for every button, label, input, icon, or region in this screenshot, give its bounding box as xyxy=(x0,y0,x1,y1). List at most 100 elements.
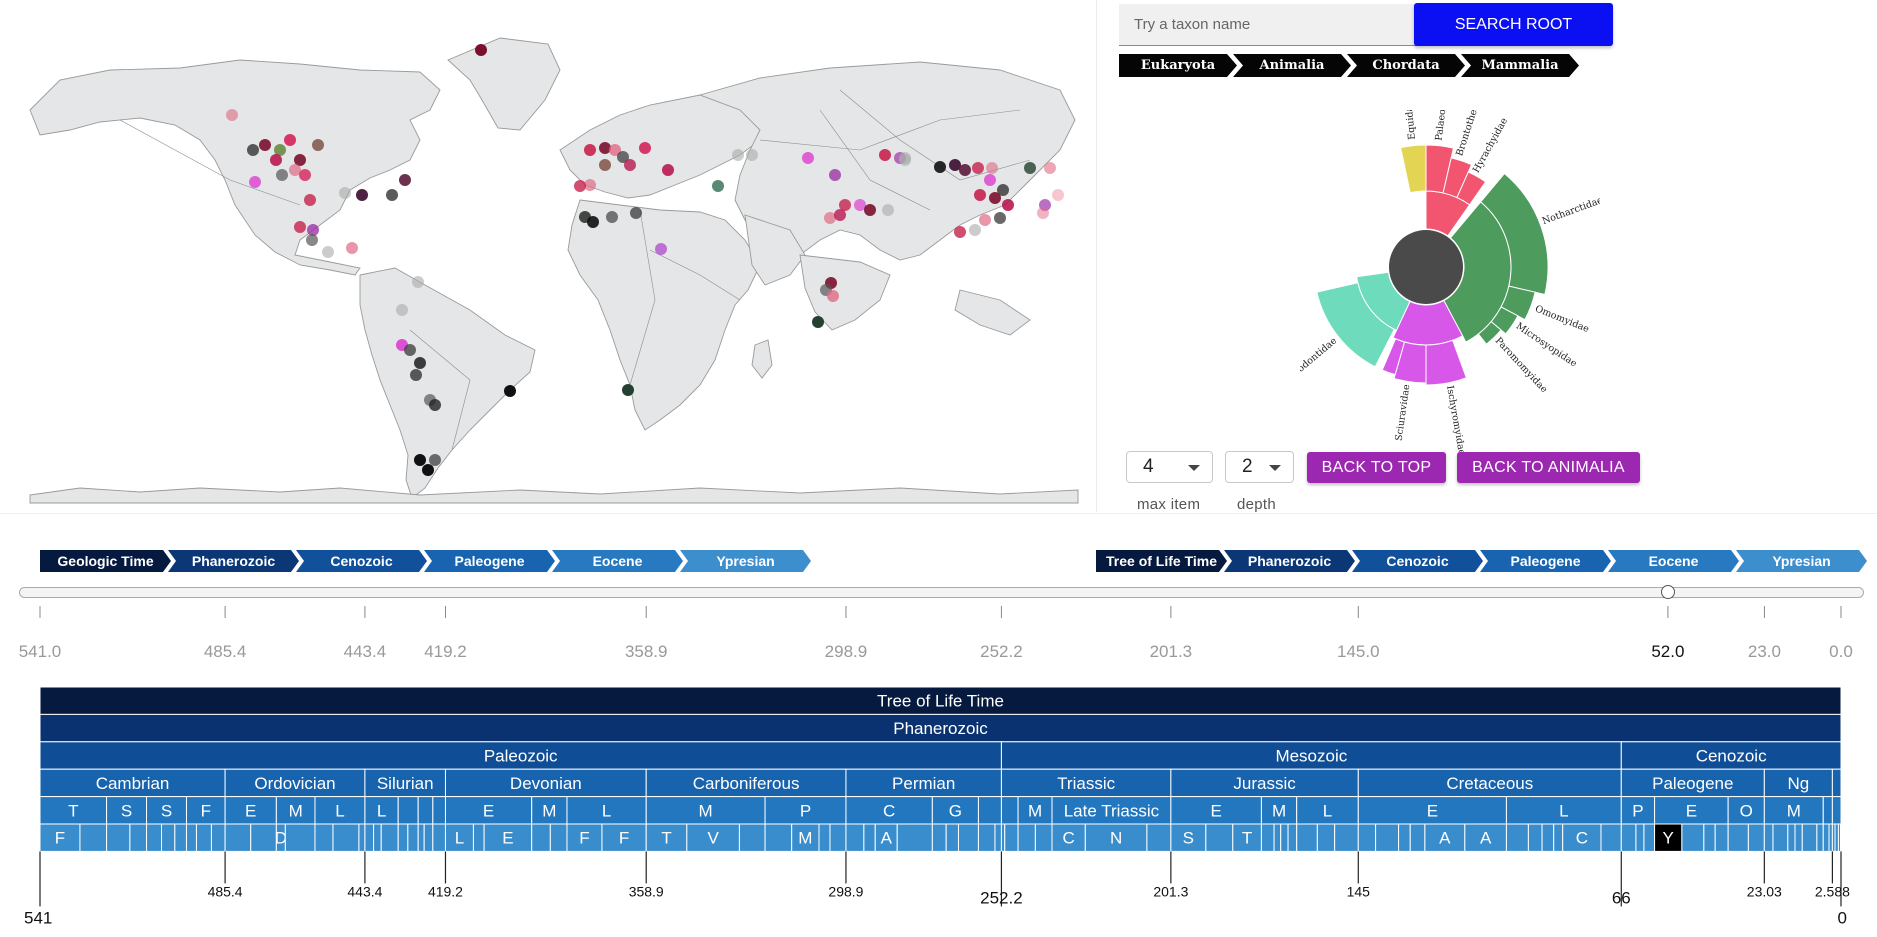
timescale-cell[interactable] xyxy=(1620,823,1637,852)
occurrence-point[interactable] xyxy=(294,154,306,166)
timescale-cell[interactable] xyxy=(1834,823,1839,852)
timescale-cell[interactable] xyxy=(1505,823,1529,852)
timescale-cell[interactable] xyxy=(1000,768,1172,798)
timescale-cell[interactable] xyxy=(1772,823,1789,852)
occurrence-point[interactable] xyxy=(834,209,846,221)
occurrence-point[interactable] xyxy=(422,464,434,476)
occurrence-point[interactable] xyxy=(356,189,368,201)
timescale-cell[interactable] xyxy=(1296,796,1359,825)
timescale-cell[interactable] xyxy=(1017,823,1036,852)
occurrence-point[interactable] xyxy=(606,211,618,223)
sunburst-arc[interactable] xyxy=(1316,282,1395,368)
occurrence-point[interactable] xyxy=(284,134,296,146)
depth-select[interactable]: 2 xyxy=(1225,451,1294,483)
occurrence-point[interactable] xyxy=(1044,162,1056,174)
timescale-cell[interactable] xyxy=(1051,823,1086,852)
time-crumb[interactable]: Cenozoic xyxy=(296,550,427,572)
timescale-cell[interactable] xyxy=(224,823,252,852)
timescale-cell[interactable] xyxy=(1170,823,1207,852)
timescale-cell[interactable] xyxy=(417,823,425,852)
timescale-cell[interactable] xyxy=(931,823,947,852)
occurrence-point[interactable] xyxy=(959,164,971,176)
timescale-cell[interactable] xyxy=(79,823,108,852)
timescale-cell[interactable] xyxy=(1553,823,1564,852)
timescale-cell[interactable] xyxy=(275,796,316,825)
timescale-cell[interactable] xyxy=(314,823,334,852)
occurrence-point[interactable] xyxy=(989,192,1001,204)
timescale-cell[interactable] xyxy=(407,823,419,852)
occurrence-point[interactable] xyxy=(226,109,238,121)
occurrence-point[interactable] xyxy=(587,216,599,228)
timescale-cell[interactable] xyxy=(39,713,1842,743)
occurrence-point[interactable] xyxy=(609,144,621,156)
timescale-cell[interactable] xyxy=(1747,823,1765,852)
occurrence-point[interactable] xyxy=(276,169,288,181)
time-crumb[interactable]: Eocene xyxy=(552,550,683,572)
timescale-cell[interactable] xyxy=(483,823,533,852)
timescale-cell[interactable] xyxy=(1316,823,1336,852)
timescale-cell[interactable] xyxy=(1424,823,1466,852)
timescale-cell[interactable] xyxy=(977,823,996,852)
sunburst-arc[interactable] xyxy=(1477,320,1502,345)
occurrence-point[interactable] xyxy=(274,144,286,156)
timescale-cell[interactable] xyxy=(1170,796,1262,825)
occurrence-point[interactable] xyxy=(954,226,966,238)
timescale-cell[interactable] xyxy=(896,823,933,852)
occurrence-point[interactable] xyxy=(746,149,758,161)
timescale-cell[interactable] xyxy=(1727,796,1765,825)
occurrence-point[interactable] xyxy=(386,189,398,201)
occurrence-point[interactable] xyxy=(732,149,744,161)
timescale-cell[interactable] xyxy=(1562,823,1602,852)
timescale-cell[interactable] xyxy=(1527,823,1543,852)
timescale-cell[interactable] xyxy=(417,796,434,825)
timescale-cell[interactable] xyxy=(39,796,108,825)
timescale-cell[interactable] xyxy=(1654,823,1683,852)
back-to-top-button[interactable]: BACK TO TOP xyxy=(1307,452,1446,483)
occurrence-point[interactable] xyxy=(882,204,894,216)
timescale-cell[interactable] xyxy=(224,768,366,798)
timescale-cell[interactable] xyxy=(195,823,212,852)
timescale-cell[interactable] xyxy=(1822,796,1833,825)
occurrence-point[interactable] xyxy=(972,162,984,174)
timescale-cell[interactable] xyxy=(1357,796,1507,825)
timescale-cell[interactable] xyxy=(1232,823,1262,852)
timescale-cell[interactable] xyxy=(1409,823,1426,852)
timescale-cell[interactable] xyxy=(1703,823,1716,852)
occurrence-point[interactable] xyxy=(574,180,586,192)
occurrence-point[interactable] xyxy=(306,234,318,246)
timescale-cell[interactable] xyxy=(1334,823,1359,852)
occurrence-point[interactable] xyxy=(630,207,642,219)
sunburst-arc[interactable] xyxy=(1425,339,1467,386)
sunburst-arc[interactable] xyxy=(1479,172,1549,296)
timescale-cell[interactable] xyxy=(432,823,446,852)
timescale-cell[interactable] xyxy=(945,823,959,852)
sunburst-arc[interactable] xyxy=(1456,171,1487,206)
occurrence-point[interactable] xyxy=(399,174,411,186)
timescale-cell[interactable] xyxy=(364,823,375,852)
timescale-cell[interactable] xyxy=(994,823,1002,852)
search-root-button[interactable]: SEARCH ROOT xyxy=(1414,3,1613,46)
timescale-cell[interactable] xyxy=(1287,823,1298,852)
occurrence-point[interactable] xyxy=(584,144,596,156)
timescale-cell[interactable] xyxy=(977,796,1002,825)
occurrence-point[interactable] xyxy=(979,214,991,226)
occurrence-point[interactable] xyxy=(584,179,596,191)
occurrence-point[interactable] xyxy=(854,199,866,211)
occurrence-point[interactable] xyxy=(289,164,301,176)
occurrence-point[interactable] xyxy=(617,151,629,163)
occurrence-point[interactable] xyxy=(812,316,824,328)
time-crumb[interactable]: Ypresian xyxy=(1736,550,1867,572)
timescale-cell[interactable] xyxy=(1296,823,1318,852)
timescale-cell[interactable] xyxy=(472,823,485,852)
timescale-cell[interactable] xyxy=(373,823,382,852)
time-crumb[interactable]: Paleogene xyxy=(424,550,555,572)
timescale-cell[interactable] xyxy=(380,823,399,852)
timescale-cell[interactable] xyxy=(531,823,551,852)
timescale-cell[interactable] xyxy=(1600,823,1622,852)
timescale-cell[interactable] xyxy=(364,796,399,825)
occurrence-point[interactable] xyxy=(294,221,306,233)
timescale-cell[interactable] xyxy=(1787,823,1796,852)
occurrence-point[interactable] xyxy=(986,162,998,174)
timescale-cell[interactable] xyxy=(1205,823,1234,852)
timescale-cell[interactable] xyxy=(161,823,176,852)
